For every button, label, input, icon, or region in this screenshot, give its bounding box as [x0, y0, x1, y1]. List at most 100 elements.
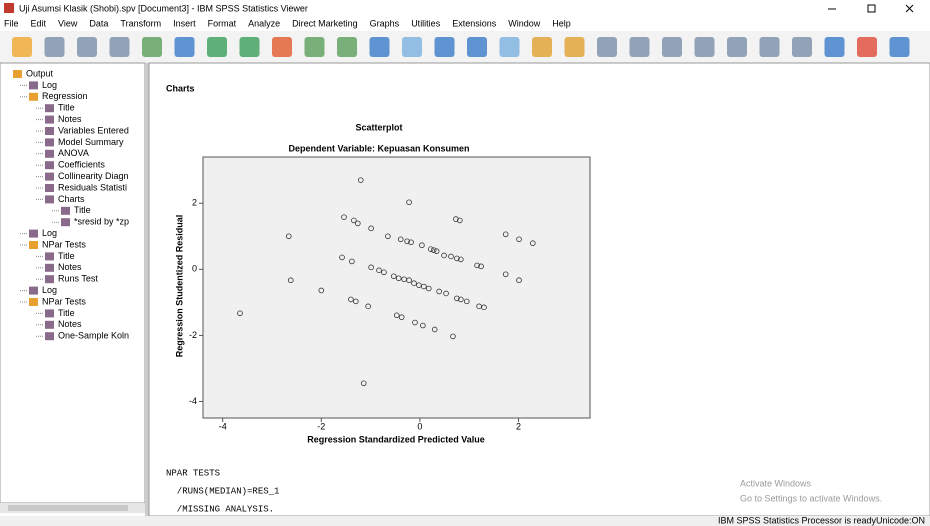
scatter-point: [368, 225, 374, 232]
toolbar-button[interactable]: [629, 37, 650, 57]
scatter-point: [420, 322, 426, 329]
toolbar-button[interactable]: [239, 37, 260, 57]
menu-item[interactable]: Window: [508, 18, 541, 28]
toolbar-button[interactable]: [207, 37, 227, 57]
content-heading: Charts: [166, 83, 195, 93]
menu-item[interactable]: Direct Marketing: [292, 18, 358, 28]
scatter-point: [530, 240, 536, 247]
tree-item[interactable]: Variables Entered: [58, 125, 129, 135]
tree-item[interactable]: Model Summary: [58, 137, 124, 147]
toolbar-button[interactable]: [597, 37, 617, 57]
scatter-point: [397, 236, 404, 243]
toolbar-button[interactable]: [77, 37, 97, 57]
toolbar-button[interactable]: [174, 37, 195, 57]
tree-item[interactable]: Coefficients: [58, 160, 105, 170]
y-tick-label: 2: [192, 198, 197, 208]
toolbar-button[interactable]: [499, 37, 520, 57]
menu-item[interactable]: File: [4, 18, 19, 28]
x-tick-label: 0: [417, 421, 422, 431]
tree-item[interactable]: Regression: [42, 91, 88, 101]
x-tick-label: 2: [516, 421, 521, 431]
toolbar-button[interactable]: [824, 37, 845, 57]
menu-item[interactable]: Insert: [173, 18, 196, 28]
tree-item[interactable]: Title: [58, 251, 75, 261]
toolbar-button[interactable]: [662, 37, 682, 57]
tree-item[interactable]: ANOVA: [58, 148, 89, 158]
toolbar-button[interactable]: [434, 37, 455, 57]
tree-item[interactable]: Notes: [58, 319, 82, 329]
splitter[interactable]: [145, 63, 149, 516]
tree-icon: [45, 172, 54, 181]
close-button[interactable]: [905, 4, 914, 13]
toolbar-button[interactable]: [857, 37, 877, 57]
tree-item[interactable]: Log: [42, 285, 57, 295]
tree-item[interactable]: Runs Test: [58, 274, 98, 284]
toolbar-button[interactable]: [369, 37, 390, 57]
menu-item[interactable]: Transform: [120, 18, 161, 28]
toolbar-button[interactable]: [142, 37, 162, 57]
toolbar-button[interactable]: [44, 37, 65, 57]
scatter-point: [406, 277, 412, 284]
scroll-thumb[interactable]: [8, 505, 128, 511]
toolbar-button[interactable]: [12, 37, 32, 57]
toolbar-button[interactable]: [272, 37, 292, 57]
tree-item[interactable]: NPar Tests: [42, 239, 86, 249]
toolbar-button[interactable]: [304, 37, 325, 57]
tree-item[interactable]: *sresid by *zp: [74, 217, 129, 227]
scatter-point: [430, 247, 437, 253]
scatter-point: [395, 275, 402, 282]
toolbar-button[interactable]: [402, 37, 422, 57]
scatter-point: [365, 303, 371, 310]
tree-item[interactable]: Title: [74, 205, 91, 215]
scatter-point: [454, 295, 460, 302]
toolbar-button[interactable]: [694, 37, 715, 57]
toolbar-button[interactable]: [727, 37, 747, 57]
scatter-point: [398, 314, 405, 321]
tree-item[interactable]: Notes: [58, 114, 82, 124]
scatter-point: [354, 220, 361, 227]
menu-item[interactable]: Edit: [31, 18, 47, 28]
toolbar-button[interactable]: [467, 37, 487, 57]
toolbar-button[interactable]: [532, 37, 552, 57]
toolbar: [0, 31, 930, 63]
tree-icon: [61, 218, 70, 227]
scatter-point: [341, 214, 347, 220]
tree-icon: [29, 286, 38, 295]
scatter-point: [381, 269, 387, 276]
scatter-point: [421, 283, 427, 290]
tree-item[interactable]: Residuals Statisti: [58, 182, 127, 192]
menu-item[interactable]: Graphs: [370, 18, 400, 28]
toolbar-button[interactable]: [109, 37, 130, 57]
menu-bar: [0, 17, 930, 31]
tree-item[interactable]: One-Sample Koln: [58, 331, 129, 341]
tree-item[interactable]: Collinearity Diagn: [58, 171, 129, 181]
menu-item[interactable]: Analyze: [248, 18, 280, 28]
tree-item[interactable]: Charts: [58, 194, 85, 204]
menu-item[interactable]: View: [58, 18, 78, 28]
menu-item[interactable]: Data: [89, 18, 108, 28]
tree-item[interactable]: Title: [58, 103, 75, 113]
tree-item[interactable]: NPar Tests: [42, 296, 86, 306]
tree-item[interactable]: Output: [26, 68, 54, 78]
menu-item[interactable]: Utilities: [411, 18, 441, 28]
menu-item[interactable]: Extensions: [452, 18, 497, 28]
tree-item[interactable]: Notes: [58, 262, 82, 272]
toolbar-button[interactable]: [792, 37, 812, 57]
scatter-point: [339, 254, 345, 261]
tree-item[interactable]: Log: [42, 228, 57, 238]
toolbar-button[interactable]: [564, 37, 585, 57]
scatter-point: [436, 288, 442, 295]
tree-icon: [29, 229, 38, 238]
toolbar-button[interactable]: [759, 37, 780, 57]
tree-item[interactable]: Log: [42, 80, 57, 90]
scatter-point: [357, 177, 364, 183]
tree-item[interactable]: Title: [58, 308, 75, 318]
toolbar-button[interactable]: [337, 37, 357, 57]
status-left: IBM SPSS Statistics Processor is ready: [718, 515, 877, 525]
toolbar-button[interactable]: [889, 37, 910, 57]
menu-item[interactable]: Help: [552, 18, 571, 28]
maximize-button[interactable]: [867, 4, 876, 13]
scatter-point: [393, 312, 400, 319]
scatter-point: [411, 280, 417, 287]
menu-item[interactable]: Format: [208, 18, 237, 28]
